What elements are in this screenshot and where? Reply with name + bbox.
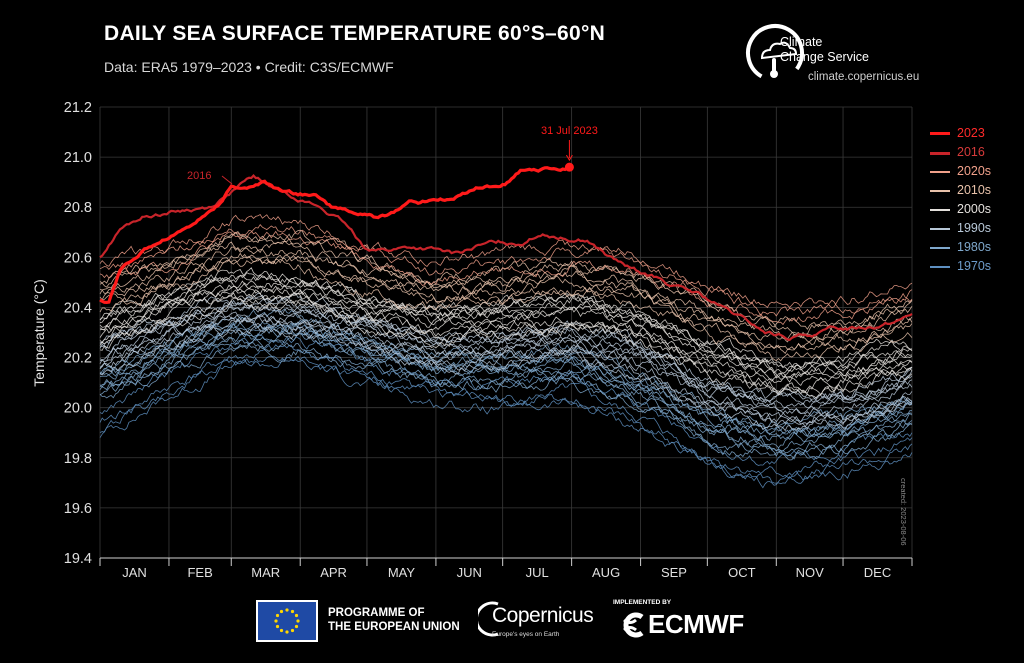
series-line-1990s xyxy=(99,325,913,430)
x-tick-label: OCT xyxy=(728,565,756,580)
series-line-2000s xyxy=(99,270,913,378)
series-line-1990s xyxy=(99,314,913,424)
chart-title: DAILY SEA SURFACE TEMPERATURE 60°S–60°N xyxy=(104,22,606,45)
series-line-2000s xyxy=(99,267,913,371)
series-line-2000s xyxy=(99,280,913,380)
series-line-1980s xyxy=(99,323,913,442)
legend-label-2016: 2016 xyxy=(957,145,985,159)
y-tick-label: 21.0 xyxy=(64,150,92,166)
series-line-2020s xyxy=(99,228,913,326)
x-tick-label: MAR xyxy=(251,565,280,580)
eu-text-line1: PROGRAMME OF xyxy=(328,607,425,619)
series-line-2010s xyxy=(99,246,913,346)
x-tick-label: SEP xyxy=(661,565,687,580)
y-axis-label: Temperature (°C) xyxy=(31,279,47,387)
series-line-1970s xyxy=(99,334,913,466)
series-line-1980s xyxy=(99,330,913,456)
brand-url: climate.copernicus.eu xyxy=(808,71,920,83)
legend-label-1990s: 1990s xyxy=(957,221,992,235)
ecmwf-name: ECMWF xyxy=(648,609,744,639)
series-line-2010s xyxy=(99,254,913,362)
copernicus-tagline: Europe's eyes on Earth xyxy=(492,631,560,638)
x-tick-label: NOV xyxy=(796,565,825,580)
legend-label-2000s: 2000s xyxy=(957,202,992,216)
series-line-2023 xyxy=(99,166,570,305)
y-tick-label: 20.8 xyxy=(64,200,92,216)
y-tick-label: 19.8 xyxy=(64,451,92,467)
y-tick-label: 20.6 xyxy=(64,250,92,266)
x-tick-label: FEB xyxy=(187,565,212,580)
annotation-2016-arrow xyxy=(221,175,233,185)
copernicus-name: Copernicus xyxy=(492,604,594,627)
legend-swatch-1980s xyxy=(930,247,950,249)
series-line-1980s xyxy=(99,322,913,437)
series-line-1980s xyxy=(99,337,913,461)
footer-logos: PROGRAMME OF THE EUROPEAN UNION Copernic… xyxy=(0,590,1024,660)
annotation-2023-arrowhead xyxy=(565,154,573,162)
eu-flag-icon xyxy=(256,600,318,642)
series-line-2000s xyxy=(99,268,913,372)
legend-label-1980s: 1980s xyxy=(957,240,992,254)
series-line-1990s xyxy=(99,292,913,406)
copernicus-logo-icon xyxy=(478,601,499,637)
eu-stars-icon xyxy=(274,608,300,634)
implemented-by-label: IMPLEMENTED BY xyxy=(613,599,672,606)
legend-swatch-2010s xyxy=(930,190,950,192)
series-line-1980s xyxy=(99,316,913,436)
climate-change-service-logo xyxy=(746,24,804,82)
series-line-1970s xyxy=(99,344,913,479)
x-tick-label: APR xyxy=(320,565,347,580)
x-tick-label: JAN xyxy=(122,565,147,580)
series-line-2010s xyxy=(99,238,913,340)
legend-label-1970s: 1970s xyxy=(957,259,992,273)
series-line-2020s xyxy=(99,213,913,309)
legend-swatch-2016 xyxy=(930,152,950,155)
series-line-1970s xyxy=(99,355,913,489)
y-tick-label: 20.2 xyxy=(64,351,92,367)
legend-label-2020s: 2020s xyxy=(957,164,992,178)
x-tick-label: AUG xyxy=(592,565,620,580)
series-line-2010s xyxy=(99,252,913,350)
series-line-1980s xyxy=(99,336,913,460)
series-line-2000s xyxy=(99,296,913,399)
series-line-2020s xyxy=(99,224,913,317)
y-tick-label: 21.2 xyxy=(64,100,92,116)
y-tick-label: 19.4 xyxy=(64,551,92,567)
chart-subtitle: Data: ERA5 1979–2023 • Credit: C3S/ECMWF xyxy=(104,59,394,75)
x-tick-label: DEC xyxy=(864,565,891,580)
legend-swatch-1970s xyxy=(930,266,950,268)
x-tick-label: JUN xyxy=(457,565,482,580)
series-line-2000s xyxy=(99,288,913,394)
y-tick-label: 20.4 xyxy=(64,300,92,316)
annotation-2023: 31 Jul 2023 xyxy=(541,125,598,137)
series-line-2000s xyxy=(99,289,913,389)
eu-programme-text: PROGRAMME OF THE EUROPEAN UNION xyxy=(328,606,460,634)
legend-swatch-2020s xyxy=(930,171,950,173)
series-line-1990s xyxy=(99,311,913,426)
series-line-2010s xyxy=(99,254,913,355)
series-line-1970s xyxy=(99,355,913,485)
marker-2023-end xyxy=(564,162,574,172)
series-line-1980s xyxy=(99,308,913,429)
x-tick-label: MAY xyxy=(388,565,416,580)
x-tick-label: JUL xyxy=(526,565,549,580)
y-tick-label: 19.6 xyxy=(64,501,92,517)
legend-swatch-2000s xyxy=(930,209,950,211)
annotation-2016: 2016 xyxy=(187,170,211,182)
legend-swatch-1990s xyxy=(930,228,950,230)
ecmwf-logo-icon xyxy=(623,612,644,638)
eu-text-line2: THE EUROPEAN UNION xyxy=(328,621,460,633)
legend-label-2023: 2023 xyxy=(957,126,985,140)
legend-swatch-2023 xyxy=(930,132,950,135)
y-tick-label: 20.0 xyxy=(64,401,92,417)
series-line-1990s xyxy=(99,312,913,425)
legend-label-2010s: 2010s xyxy=(957,183,992,197)
created-note: created: 2023-08-06 xyxy=(899,478,908,546)
brand-name: Climate Change Service xyxy=(780,35,920,65)
brand-name-line1: Climate xyxy=(780,35,823,49)
series-line-1990s xyxy=(99,301,913,409)
brand-name-line2: Change Service xyxy=(780,50,869,64)
